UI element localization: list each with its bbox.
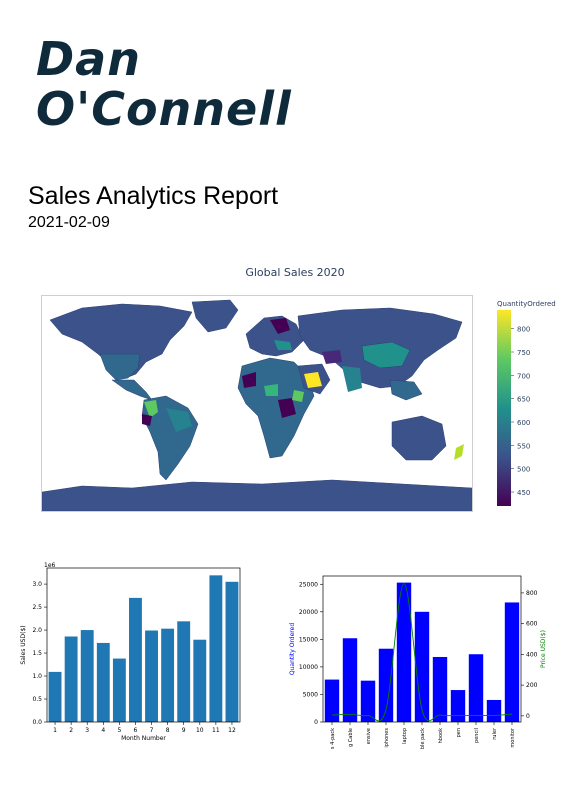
colorbar-tick-label: 800 [517, 326, 530, 334]
bar-product [378, 648, 394, 722]
x-tick-label: pencil [474, 728, 480, 743]
bar-month [112, 658, 126, 722]
x-tick-label: g Cable [348, 728, 354, 747]
author-name: Dan O'Connell [36, 34, 292, 134]
bar-product [504, 602, 520, 722]
y-scale-label: 1e6 [44, 562, 56, 569]
x-tick-label: 3 [85, 727, 89, 734]
bar-month [64, 636, 78, 722]
x-tick-label: s 4-pack [330, 728, 336, 749]
x-tick-label: pen [456, 728, 462, 737]
colorbar-tick-label: 450 [517, 489, 530, 497]
x-tick-label: 5 [117, 727, 121, 734]
x-tick-label: 1 [53, 727, 57, 734]
y2-tick-label: 800 [526, 590, 538, 597]
author-first-name: Dan [36, 32, 141, 86]
map-title: Global Sales 2020 [245, 266, 345, 279]
colorbar-tick-label: 550 [517, 442, 530, 450]
x-tick-label: 4 [101, 727, 105, 734]
bar-product [414, 611, 430, 722]
y2-tick-label: 0 [526, 713, 530, 720]
x-tick-label: 10 [196, 727, 204, 734]
x-tick-label: ruler [492, 727, 498, 740]
bar-product [450, 690, 466, 722]
x-tick-label: 7 [150, 727, 154, 734]
colorbar-tick-label: 750 [517, 349, 530, 357]
x-tick-label: 12 [228, 727, 236, 734]
y-axis-label: Quantity Ordered [289, 623, 296, 675]
y-tick-label: 3.0 [32, 581, 42, 588]
colorbar-tick-label: 600 [517, 419, 530, 427]
bar-month [209, 575, 223, 722]
plot-frame [322, 575, 522, 723]
x-tick-label: ensive [366, 728, 372, 744]
bar-month [161, 628, 175, 722]
y2-axis-label: Price USD($) [540, 630, 547, 668]
x-tick-label: monitor [510, 727, 516, 748]
colorbar-title: QuantityOrdered [497, 300, 556, 308]
x-tick-label: laptop [402, 728, 408, 744]
bar-month [177, 621, 191, 722]
y2-tick-label: 200 [526, 682, 538, 689]
bar-month [80, 630, 94, 722]
report-date: 2021-02-09 [28, 214, 110, 231]
bar-product [432, 656, 448, 722]
bar-month [193, 639, 207, 722]
x-tick-label: 9 [182, 727, 186, 734]
y-tick-label: 5000 [303, 691, 318, 698]
y-tick-label: 0 [314, 719, 318, 726]
colorbar-tick-label: 650 [517, 396, 530, 404]
y-tick-label: 1.0 [32, 673, 42, 680]
plot-frame [46, 567, 241, 723]
bar-month [225, 581, 239, 722]
world-map-svg [41, 296, 473, 512]
colorbar: 450 500 550 600 650 700 750 800 [497, 310, 530, 506]
y2-tick-label: 400 [526, 651, 538, 658]
author-last-name: O'Connell [36, 82, 292, 136]
colorbar-tick-label: 500 [517, 466, 530, 474]
bar-product [342, 638, 358, 722]
product-quantity-chart: s 4-pack g Cable ensive iphones laptop ble pa… [289, 575, 547, 749]
bar-month [145, 630, 158, 722]
y-tick-label: 25000 [299, 581, 318, 588]
y-tick-label: 1.5 [32, 650, 42, 657]
y-tick-label: 0.5 [32, 696, 42, 703]
bar-product [360, 680, 376, 722]
colorbar-tick-label: 700 [517, 372, 530, 380]
x-tick-label: 8 [166, 727, 170, 734]
report-title: Sales Analytics Report [28, 182, 279, 210]
x-tick-label: ble pack [420, 728, 426, 749]
x-axis-label: Month Number [121, 735, 166, 742]
y-tick-label: 15000 [299, 636, 318, 643]
y-tick-label: 20000 [299, 609, 318, 616]
bar-month [48, 671, 62, 722]
y-axis-label: Sales USD($) [20, 625, 27, 664]
bar-product [486, 699, 502, 722]
bar-product [324, 679, 340, 722]
bar-product [468, 654, 484, 722]
y-tick-label: 10000 [299, 664, 318, 671]
x-tick-label: 6 [134, 727, 138, 734]
bar-month [129, 597, 142, 722]
bar-product [396, 582, 412, 722]
x-tick-label: 2 [69, 727, 73, 734]
x-tick-label: 11 [212, 727, 220, 734]
x-tick-label: iphones [384, 728, 390, 748]
world-map[interactable] [41, 295, 473, 512]
colorbar-gradient [497, 310, 511, 506]
x-tick-label: hbook [438, 728, 444, 743]
y-tick-label: 2.5 [32, 604, 42, 611]
y-tick-label: 0.0 [32, 719, 42, 726]
bar-month [96, 642, 110, 722]
price-line [331, 583, 513, 722]
y2-tick-label: 600 [526, 621, 538, 628]
y-tick-label: 2.0 [32, 627, 42, 634]
